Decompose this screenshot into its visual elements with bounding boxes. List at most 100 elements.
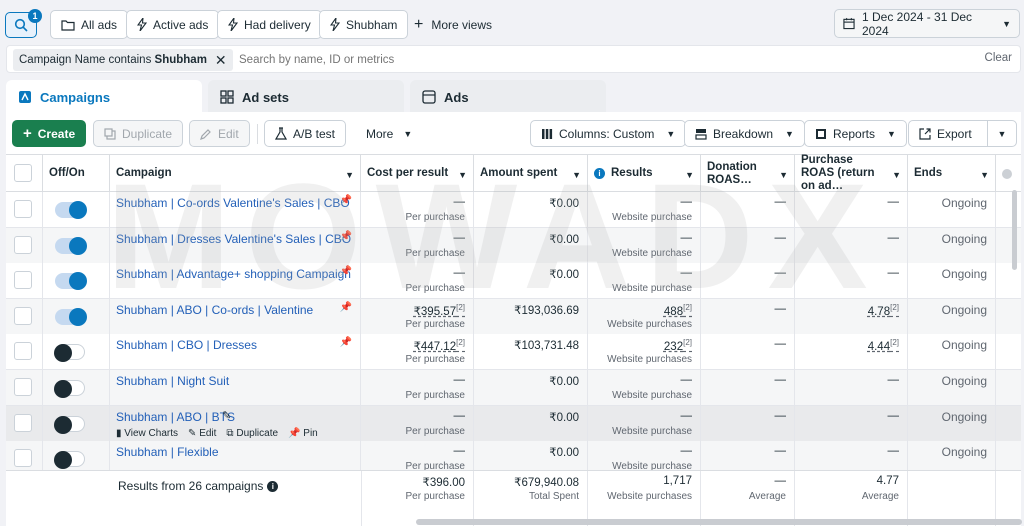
amount-value: ₹0.00	[549, 198, 579, 210]
header-off-on[interactable]: Off/On	[43, 155, 110, 192]
table-row[interactable]: Shubham | Night Suit — Per purchase ₹0.00 — W…	[6, 370, 1021, 406]
header-ends[interactable]: Ends ▼	[908, 155, 996, 192]
table-row[interactable]: Shubham | ABO | Co-ords | Valentine 📌 ₹395…	[6, 298, 1021, 335]
create-button[interactable]: + Create	[12, 120, 87, 147]
header-label: Amount spent	[480, 167, 558, 179]
campaign-name-link[interactable]: Shubham | Co-ords Valentine's Sales | CB…	[116, 196, 350, 210]
flask-icon	[275, 127, 287, 140]
pin-icon[interactable]: 📌	[339, 337, 352, 349]
results-sub: Website purchase	[612, 390, 692, 401]
campaign-cell: Shubham | Flexible	[110, 441, 361, 478]
table-row[interactable]: Shubham | CBO | Dresses 📌 ₹447.12[2] Per pu…	[6, 334, 1021, 371]
row-checkbox[interactable]	[14, 449, 32, 468]
duplicate-action[interactable]: ⧉ Duplicate	[226, 427, 279, 439]
purchase-roas-cell: 4.78[2]	[795, 298, 908, 335]
campaign-toggle[interactable]	[54, 344, 85, 363]
view-charts-action[interactable]: ▮ View Charts	[116, 427, 179, 439]
pin-icon[interactable]: 📌	[339, 230, 352, 242]
select-all-checkbox[interactable]	[14, 164, 32, 182]
results-cell: 232[2] Website purchases	[588, 334, 701, 371]
date-range-picker[interactable]: 1 Dec 2024 - 31 Dec 2024 ▼	[834, 9, 1020, 38]
columns-button[interactable]: Columns: Custom ▼	[530, 120, 687, 147]
header-amount-spent[interactable]: Amount spent ▼	[474, 155, 588, 192]
edit-button[interactable]: Edit	[189, 120, 250, 147]
campaign-name-link[interactable]: Shubham | ABO | BTS	[116, 409, 235, 424]
row-checkbox[interactable]	[14, 271, 32, 290]
horizontal-scrollbar[interactable]	[416, 519, 1022, 525]
pencil-icon[interactable]: ✎	[222, 409, 232, 422]
table-row[interactable]: Shubham | Dresses Valentine's Sales | CB…	[6, 227, 1021, 264]
amount-spent-cell: ₹0.00	[474, 370, 588, 406]
view-shubham[interactable]: Shubham	[319, 10, 409, 39]
edit-action[interactable]: ✎ Edit	[188, 427, 217, 439]
row-checkbox[interactable]	[14, 235, 32, 254]
campaign-toggle[interactable]	[54, 451, 85, 470]
info-icon[interactable]: i	[267, 480, 279, 492]
table-row[interactable]: Shubham | ABO | BTS ✎ ▮ View Charts ✎ Edit ⧉…	[6, 405, 1021, 442]
clear-filters-link[interactable]: Clear	[984, 52, 1012, 64]
campaign-name-link[interactable]: Shubham | Flexible	[116, 445, 219, 460]
ends-cell: Ongoing	[908, 334, 996, 371]
vertical-scrollbar[interactable]	[1012, 190, 1017, 270]
export-dropdown-button[interactable]: ▼	[987, 120, 1017, 147]
info-icon[interactable]: i	[594, 168, 605, 179]
header-purchase-roas[interactable]: Purchase ROAS (return on ad… ▼	[795, 154, 908, 192]
cost-number: —	[453, 374, 466, 386]
campaign-name-link[interactable]: Shubham | Night Suit	[116, 374, 230, 388]
table-row[interactable]: Shubham | Co-ords Valentine's Sales | CB…	[6, 192, 1021, 228]
results-number: 488	[663, 305, 684, 318]
campaign-toggle[interactable]	[55, 307, 87, 326]
header-label: Ends	[914, 167, 943, 179]
tab-campaigns[interactable]: Campaigns	[6, 80, 202, 114]
tab-ad-sets[interactable]: Ad sets	[208, 80, 404, 114]
pin-icon[interactable]: 📌	[339, 301, 352, 313]
pin-icon[interactable]: 📌	[339, 195, 352, 206]
tab-ads[interactable]: Ads	[410, 80, 606, 114]
view-had-delivery[interactable]: Had delivery	[217, 10, 322, 39]
header-results[interactable]: i Results ▼	[588, 155, 701, 192]
breakdown-button[interactable]: Breakdown ▼	[684, 120, 805, 147]
more-button[interactable]: More ▼	[356, 120, 422, 147]
duplicate-button[interactable]: Duplicate	[93, 120, 184, 147]
select-cell	[6, 405, 43, 442]
header-add-column[interactable]	[996, 155, 1021, 192]
cost-number: —	[453, 231, 466, 244]
cost-per-result-cell: — Per purchase	[361, 227, 474, 264]
view-active-ads[interactable]: Active ads	[126, 10, 220, 39]
row-checkbox[interactable]	[14, 306, 32, 325]
campaign-name-link[interactable]: Shubham | CBO | Dresses	[116, 338, 257, 353]
campaign-name-link[interactable]: Shubham | Advantage+ shopping Campaign	[116, 267, 351, 282]
view-all-ads[interactable]: All ads	[50, 10, 129, 39]
pin-action[interactable]: 📌 Pin	[288, 427, 318, 439]
campaign-toggle[interactable]	[54, 380, 85, 398]
cost-number: —	[453, 196, 466, 208]
table-row[interactable]: Shubham | Advantage+ shopping Campaign 📌 —…	[6, 263, 1021, 300]
campaign-toggle[interactable]	[55, 236, 87, 255]
row-checkbox[interactable]	[14, 413, 32, 432]
campaign-toggle[interactable]	[54, 415, 85, 434]
pin-icon[interactable]: 📌	[339, 266, 352, 278]
campaign-toggle[interactable]	[55, 272, 87, 291]
header-cost-per-result[interactable]: Cost per result ▼	[361, 155, 474, 192]
campaign-toggle[interactable]	[55, 201, 87, 219]
campaign-name-link[interactable]: Shubham | ABO | Co-ords | Valentine	[116, 302, 314, 317]
filter-chip[interactable]: Campaign Name contains Shubham ✕	[13, 49, 233, 71]
reports-button[interactable]: Reports ▼	[804, 120, 907, 147]
header-campaign[interactable]: Campaign ▼	[110, 155, 361, 192]
results-number: —	[680, 267, 693, 280]
search-input[interactable]	[239, 49, 939, 71]
export-button[interactable]: Export	[908, 120, 988, 147]
attribution-marker: [2]	[890, 338, 899, 348]
header-donation-roas[interactable]: Donation ROAS… ▼	[701, 155, 795, 192]
row-checkbox[interactable]	[14, 342, 32, 361]
more-views-button[interactable]: + More views	[414, 10, 492, 39]
row-checkbox[interactable]	[14, 200, 32, 218]
close-icon[interactable]: ✕	[214, 51, 227, 68]
row-checkbox[interactable]	[14, 378, 32, 396]
select-cell	[6, 441, 43, 478]
campaign-name-link[interactable]: Shubham | Dresses Valentine's Sales | CB…	[116, 231, 352, 246]
view-bar: 1 All ads Active ads Had delivery Shubha…	[0, 0, 1024, 44]
ab-test-button[interactable]: A/B test	[264, 120, 347, 147]
ends-value: Ongoing	[941, 409, 987, 424]
